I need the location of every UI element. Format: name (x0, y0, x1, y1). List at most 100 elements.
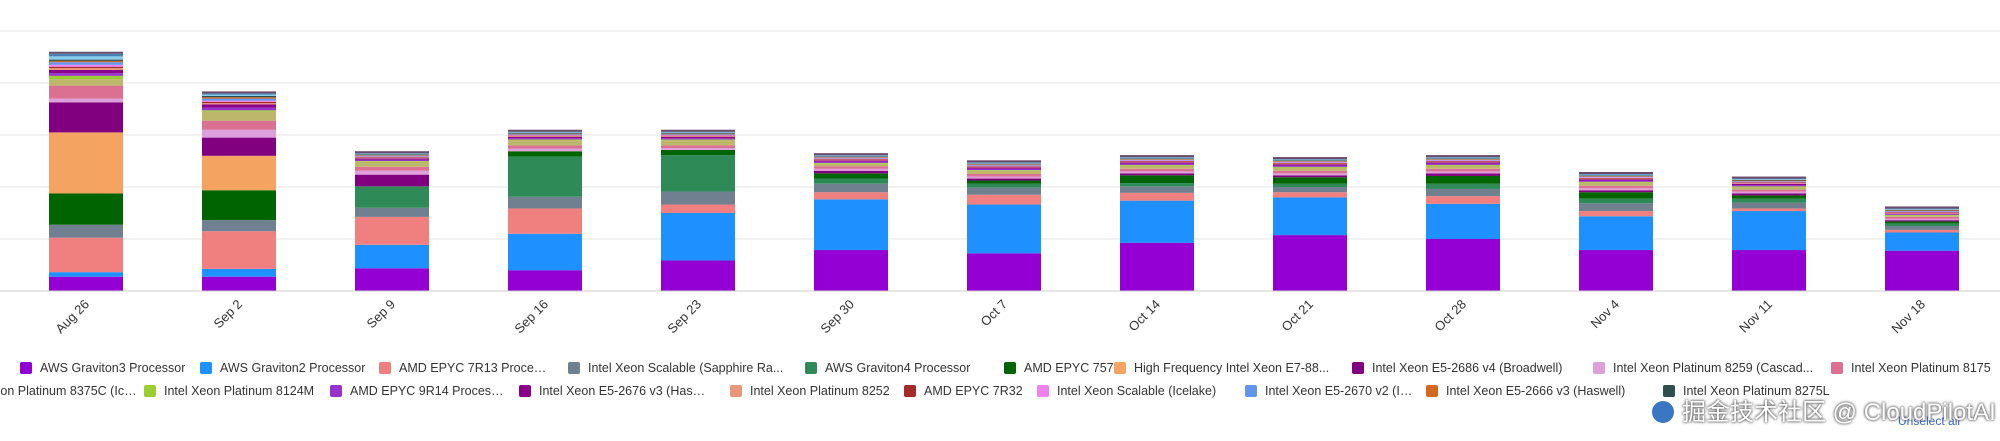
bar-segment-sep-16-series-1[interactable] (508, 233, 582, 271)
bar-segment-sep-30-series-9[interactable] (814, 166, 888, 169)
legend-item[interactable]: High Frequency Intel Xeon E7-88... (1114, 359, 1329, 377)
bar-segment-aug-26-series-6[interactable] (49, 132, 123, 194)
legend-item[interactable]: Intel Xeon E5-2686 v4 (Broadwell) (1352, 359, 1562, 377)
legend-item[interactable]: AWS Graviton2 Processor (200, 359, 365, 377)
bar-segment-nov-4-series-0[interactable] (1579, 250, 1653, 291)
bar-segment-nov-4-series-14[interactable] (1579, 178, 1653, 180)
bar-segment-sep-9-series-16[interactable] (355, 156, 429, 158)
bar-segment-sep-30-series-10[interactable] (814, 163, 888, 167)
bar-segment-aug-26-series-8[interactable] (49, 98, 123, 103)
bar-segment-sep-9-series-10[interactable] (355, 161, 429, 167)
bar-segment-oct-28-series-0[interactable] (1426, 239, 1500, 291)
bar-segment-nov-4-series-2[interactable] (1579, 211, 1653, 217)
bar-segment-sep-30-series-21[interactable] (814, 155, 888, 156)
legend-item[interactable]: AMD EPYC 9R14 Processor (330, 382, 505, 400)
bar-segment-oct-28-series-14[interactable] (1426, 161, 1500, 163)
bar-segment-nov-11-series-2[interactable] (1732, 208, 1806, 212)
bar-segment-oct-14-series-7[interactable] (1120, 173, 1194, 176)
bar-segment-oct-7-series-17[interactable] (967, 164, 1041, 166)
bar-segment-nov-11-series-4[interactable] (1732, 198, 1806, 203)
bar-segment-nov-18-series-18[interactable] (1885, 210, 1959, 212)
bar-segment-nov-18-series-21[interactable] (1885, 208, 1959, 210)
legend-item[interactable]: Intel Xeon E5-2666 v3 (Haswell) (1426, 382, 1625, 400)
bar-segment-sep-2-series-6[interactable] (202, 155, 276, 191)
bar-segment-oct-7-series-19[interactable] (967, 163, 1041, 165)
bar-segment-sep-16-series-5[interactable] (508, 151, 582, 157)
bar-segment-sep-9-series-7[interactable] (355, 174, 429, 187)
bar-segment-sep-23-series-21[interactable] (661, 131, 735, 133)
bar-segment-aug-26-series-16[interactable] (49, 64, 123, 67)
bar-segment-nov-18-series-5[interactable] (1885, 221, 1959, 224)
bar-segment-oct-28-series-2[interactable] (1426, 196, 1500, 204)
bar-segment-sep-2-series-16[interactable] (202, 100, 276, 102)
legend-item[interactable]: Intel Xeon Platinum 8175 (1831, 359, 1991, 377)
bar-segment-aug-26-series-1[interactable] (49, 272, 123, 277)
bar-segment-oct-14-series-16[interactable] (1120, 160, 1194, 161)
bar-segment-sep-23-series-2[interactable] (661, 204, 735, 213)
bar-segment-oct-7-series-3[interactable] (967, 187, 1041, 195)
bar-segment-sep-9-series-4[interactable] (355, 186, 429, 208)
bar-segment-sep-23-series-17[interactable] (661, 134, 735, 135)
bar-segment-oct-21-series-14[interactable] (1273, 163, 1347, 165)
bar-segment-oct-28-series-3[interactable] (1426, 188, 1500, 197)
bar-segment-oct-7-series-5[interactable] (967, 180, 1041, 184)
bar-segment-sep-30-series-20[interactable] (814, 155, 888, 157)
bar-segment-oct-21-series-7[interactable] (1273, 175, 1347, 178)
bar-segment-oct-7-series-4[interactable] (967, 183, 1041, 188)
bar-segment-nov-11-series-1[interactable] (1732, 211, 1806, 251)
bar-segment-nov-18-series-8[interactable] (1885, 218, 1959, 221)
bar-segment-nov-11-series-5[interactable] (1732, 195, 1806, 199)
bar-segment-sep-30-series-17[interactable] (814, 157, 888, 159)
bar-segment-oct-21-series-15[interactable] (1273, 162, 1347, 164)
unselect-all-link[interactable]: Unselect all (1898, 414, 1961, 428)
bar-segment-sep-9-series-15[interactable] (355, 157, 429, 158)
bar-segment-nov-4-series-12[interactable] (1579, 180, 1653, 182)
bar-segment-aug-26-series-0[interactable] (49, 276, 123, 291)
bar-segment-oct-21-series-18[interactable] (1273, 161, 1347, 162)
legend-item[interactable]: Intel Xeon Scalable (Icelake) (1037, 382, 1216, 400)
bar-segment-nov-4-series-17[interactable] (1579, 176, 1653, 178)
bar-segment-nov-18-series-20[interactable] (1885, 209, 1959, 210)
bar-segment-nov-4-series-10[interactable] (1579, 182, 1653, 186)
bar-segment-sep-30-series-0[interactable] (814, 250, 888, 291)
bar-segment-oct-7-series-20[interactable] (967, 162, 1041, 164)
bar-segment-sep-9-series-12[interactable] (355, 159, 429, 161)
bar-segment-aug-26-series-11[interactable] (49, 75, 123, 80)
bar-segment-oct-7-series-9[interactable] (967, 174, 1041, 177)
bar-segment-nov-4-series-11[interactable] (1579, 181, 1653, 183)
bar-segment-nov-11-series-18[interactable] (1732, 180, 1806, 182)
bar-segment-oct-7-series-14[interactable] (967, 166, 1041, 168)
bar-segment-oct-7-series-18[interactable] (967, 164, 1041, 165)
bar-segment-sep-2-series-9[interactable] (202, 120, 276, 130)
bar-segment-sep-16-series-18[interactable] (508, 133, 582, 135)
bar-segment-nov-11-series-17[interactable] (1732, 181, 1806, 182)
bar-segment-sep-16-series-19[interactable] (508, 133, 582, 134)
bar-segment-sep-23-series-20[interactable] (661, 132, 735, 134)
bar-segment-sep-16-series-0[interactable] (508, 270, 582, 291)
legend-item[interactable]: Intel Xeon Platinum 8252 (730, 382, 890, 400)
bar-segment-sep-16-series-9[interactable] (508, 145, 582, 149)
bar-segment-oct-28-series-7[interactable] (1426, 173, 1500, 176)
bar-segment-oct-28-series-11[interactable] (1426, 164, 1500, 166)
bar-segment-aug-26-series-20[interactable] (49, 56, 123, 60)
bar-segment-sep-2-series-20[interactable] (202, 94, 276, 96)
bar-segment-oct-14-series-0[interactable] (1120, 242, 1194, 291)
bar-segment-nov-18-series-13[interactable] (1885, 213, 1959, 215)
bar-segment-sep-16-series-11[interactable] (508, 139, 582, 141)
legend-item[interactable]: Intel Xeon E5-2670 v2 (Ivy Bridge) (1245, 382, 1415, 400)
bar-segment-sep-2-series-5[interactable] (202, 190, 276, 221)
bar-segment-oct-21-series-9[interactable] (1273, 170, 1347, 174)
bar-segment-oct-7-series-1[interactable] (967, 204, 1041, 254)
legend-item[interactable]: Intel Xeon E5-2676 v3 (Haswell) (519, 382, 714, 400)
bar-segment-oct-28-series-4[interactable] (1426, 183, 1500, 189)
bar-segment-oct-21-series-10[interactable] (1273, 167, 1347, 171)
legend-item[interactable]: AMD EPYC 7R13 Processor (379, 359, 549, 377)
bar-segment-oct-21-series-20[interactable] (1273, 159, 1347, 161)
bar-segment-oct-28-series-18[interactable] (1426, 159, 1500, 160)
bar-segment-nov-18-series-12[interactable] (1885, 214, 1959, 215)
bar-segment-sep-2-series-2[interactable] (202, 231, 276, 269)
bar-segment-sep-30-series-3[interactable] (814, 183, 888, 193)
bar-segment-sep-9-series-1[interactable] (355, 244, 429, 269)
legend-item[interactable]: AWS Graviton4 Processor (805, 359, 970, 377)
bar-segment-sep-2-series-19[interactable] (202, 96, 276, 98)
